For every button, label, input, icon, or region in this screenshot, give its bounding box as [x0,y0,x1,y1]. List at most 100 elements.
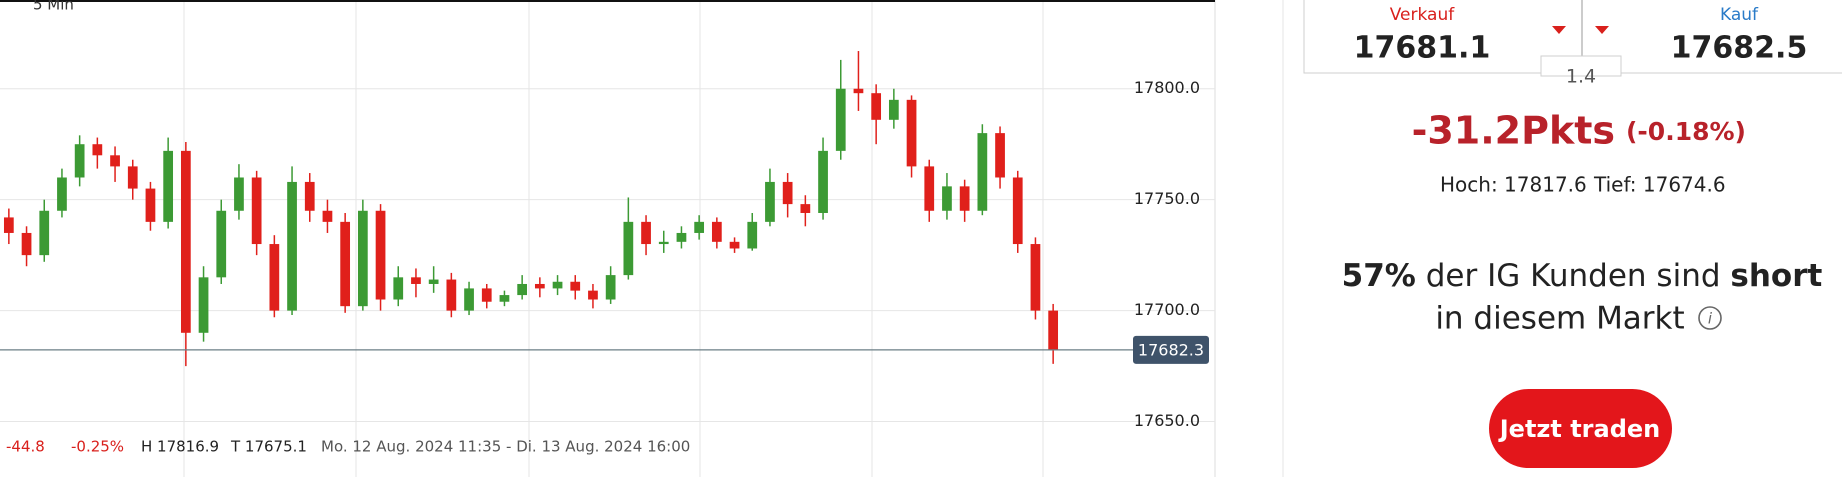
candle-body [729,241,740,249]
candle-body [924,166,935,211]
y-tick-label: 17700.0 [1134,300,1200,319]
stat-change-pct: -0.25% [71,438,124,456]
candle-body [995,133,1005,178]
sell-label: Verkauf [1390,5,1455,25]
stat-range: Mo. 12 Aug. 2024 11:35 - Di. 13 Aug. 202… [321,438,690,456]
interval-label: 5 Min [33,0,74,14]
sentiment-text: der IG Kunden sind [1416,258,1731,294]
candle-body [605,275,616,300]
y-tick-label: 17650.0 [1134,411,1200,430]
candle-body [942,186,952,211]
candle-body [464,288,474,311]
candle-body [74,144,85,178]
candle-body [127,166,138,189]
candle-body [835,88,846,151]
current-price-label: 17682.3 [1138,340,1204,359]
time-grid [183,0,1044,477]
candle-body [959,186,970,211]
quote-panel: Verkauf 17681.1 Kauf 17682.5 1.4 -31.2Pk… [1303,0,1842,197]
stat-change: -44.8 [6,438,45,456]
info-icon-glyph: i [1708,310,1713,328]
candle-body [216,210,227,278]
candle-body [747,221,758,249]
sentiment: 57% der IG Kunden sind short in diesem M… [1342,258,1823,337]
candle-body [623,221,634,276]
candle-body [481,288,492,302]
candle-body [765,181,775,222]
candle-body [110,155,120,167]
candle-body [499,295,510,302]
candle-body [393,277,404,300]
candle-body [641,221,651,245]
change-points: -31.2Pkts [1412,109,1615,153]
candle-body [517,283,528,296]
buy-label: Kauf [1720,5,1759,25]
y-tick-label: 17800.0 [1134,78,1200,97]
candle-body [853,88,864,94]
candle-body [287,181,297,311]
candle-body [694,221,705,233]
stats-row: -44.8 -0.25% H 17816.9 T 17675.1 Mo. 12 … [6,438,690,456]
candle-body [588,290,598,300]
candle-body [428,279,439,284]
candle-body [534,283,545,289]
stat-low: T 17675.1 [230,438,307,456]
candle-body [871,93,882,120]
trade-button[interactable]: Jetzt traden [1489,389,1672,468]
buy-price[interactable]: 17682.5 [1671,31,1808,66]
candle-body [145,188,156,222]
candle-body [21,232,32,256]
day-low: Tief: 17674.6 [1593,173,1726,197]
candle-body [658,241,669,245]
candle-body [198,277,209,333]
down-arrow [1595,26,1609,34]
candle-body [711,221,722,242]
candle-body [251,177,262,245]
candle-body [304,181,315,211]
candle-body [375,210,386,300]
candle-body [180,150,191,333]
top-border [0,0,1215,2]
candle-body [1048,310,1059,350]
current-price-tag [1133,335,1209,364]
candle-body [676,232,687,242]
candle-body [57,177,67,211]
candle-body [234,177,244,211]
spread-box [1540,55,1622,77]
sentiment-position: short [1730,258,1822,294]
sentiment-line-2: in diesem Markt [1435,301,1684,337]
candle-body [322,210,333,222]
candle-body [92,144,103,156]
candle-body [446,279,457,311]
info-icon[interactable] [1698,306,1722,330]
candle-body [782,181,793,205]
candle-body [1012,177,1023,245]
sentiment-line-1: 57% der IG Kunden sind short [1342,258,1823,294]
candle-body [357,210,368,307]
candle-body [39,210,50,256]
candle-body [3,217,14,233]
spread: 1.4 [1566,66,1596,88]
candle-body [888,99,899,120]
candle-body [552,281,563,289]
button-label[interactable]: Jetzt traden [1498,415,1661,443]
candle-body [818,150,828,213]
day-high: Hoch: 17817.6 [1440,173,1587,197]
candle-body [411,277,421,284]
quote-box [1303,0,1842,74]
candle-body [163,150,174,222]
stat-high: H 17816.9 [141,438,219,456]
candle-body [800,204,811,213]
sell-price[interactable]: 17681.1 [1354,31,1491,66]
candle-body [269,244,280,311]
y-tick-label: 17750.0 [1134,189,1200,208]
down-arrow [1552,26,1566,34]
chart: 5 Min -44.8 -0.25% H 17816.9 T 17675.1 M… [0,0,1216,477]
change-percent: (-0.18%) [1626,117,1746,146]
button-shape[interactable] [1489,389,1672,468]
sentiment-percent: 57% [1342,258,1416,294]
candle-body [1030,244,1041,311]
candle-body [340,221,351,307]
candle-body [906,99,917,167]
